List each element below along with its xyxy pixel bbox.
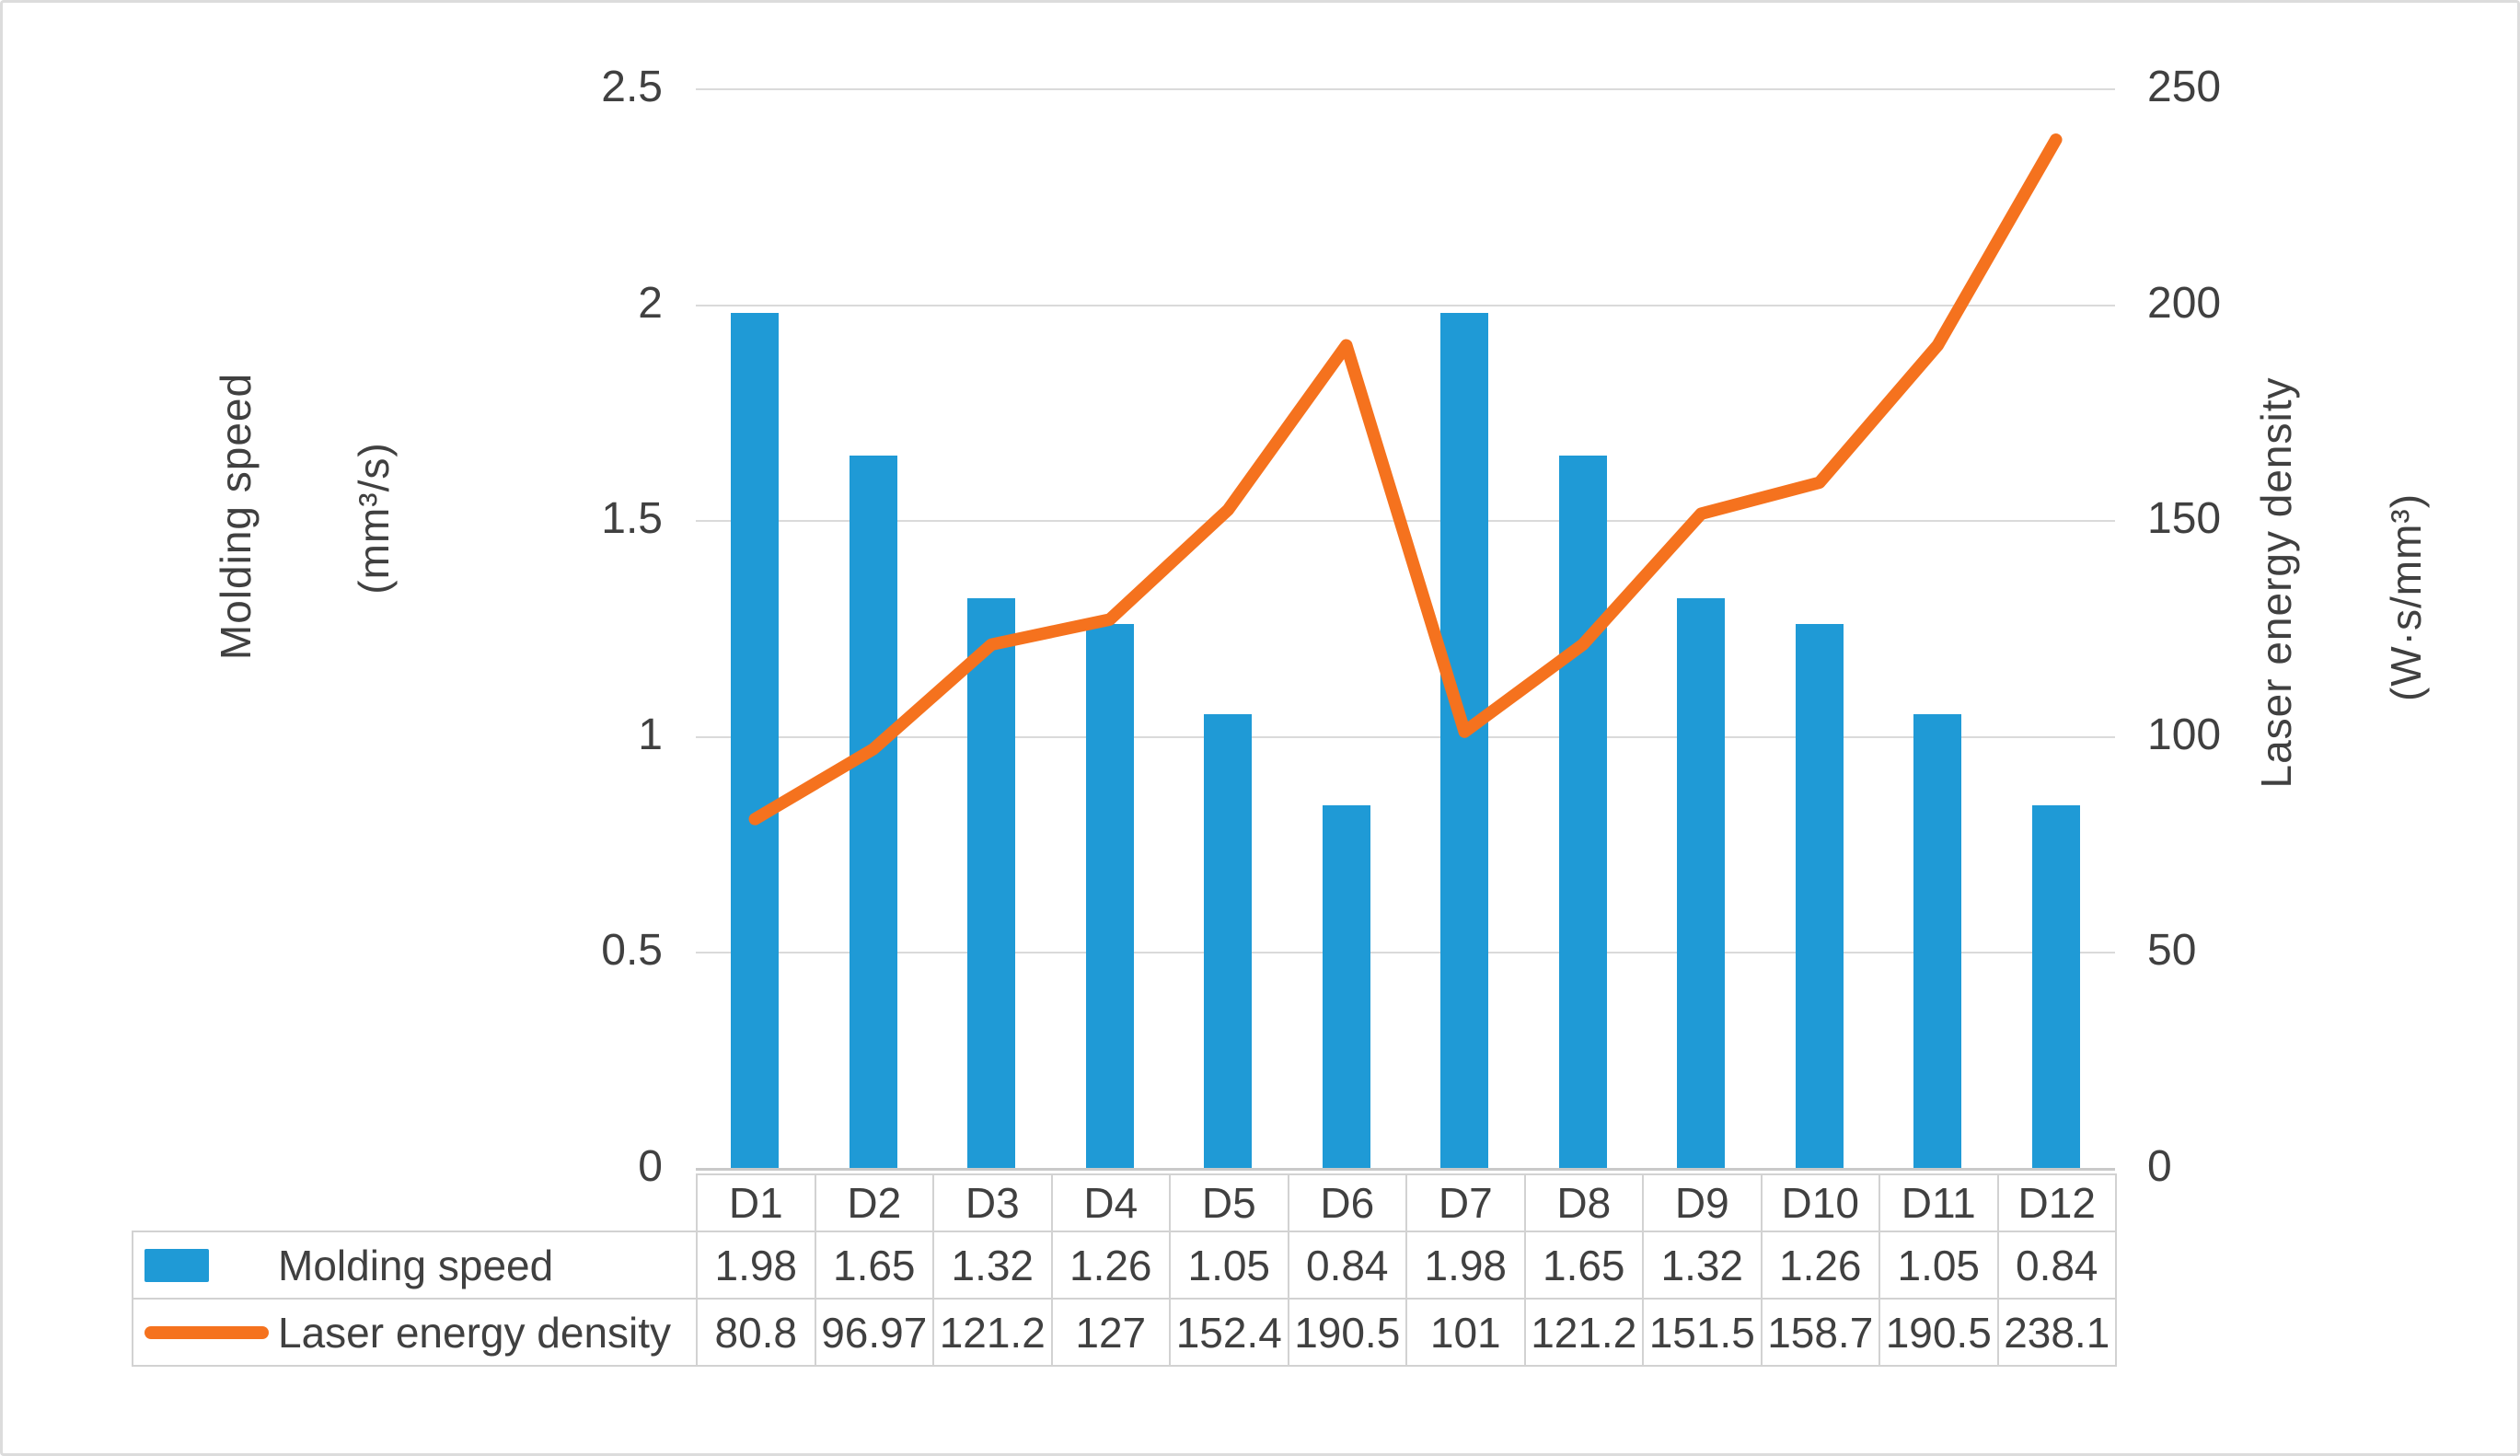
- y-tick-right-200: 200: [2147, 278, 2222, 328]
- bar-D10: [1795, 624, 1844, 1168]
- data-table: D1 D2 D3 D4 D5 D6 D7 D8 D9 D10 D11 D12 Molding speed…: [132, 1173, 2117, 1367]
- value-laser-energy-density-D4: 127: [1050, 1298, 1171, 1367]
- left-axis-unit: (mm³/s): [350, 442, 398, 595]
- value-molding-speed-D4: 1.26: [1050, 1231, 1171, 1300]
- bar-swatch-icon: [144, 1248, 209, 1282]
- legend-label: Molding speed: [278, 1241, 554, 1289]
- y-tick-right-50: 50: [2147, 926, 2197, 976]
- bar-D6: [1322, 805, 1370, 1168]
- y-tick-left-0: 0: [638, 1142, 663, 1192]
- y-tick-left-2.5: 2.5: [601, 63, 663, 112]
- value-laser-energy-density-D12: 238.1: [1996, 1298, 2117, 1367]
- category-header-D9: D9: [1642, 1173, 1763, 1232]
- value-laser-energy-density-D10: 158.7: [1760, 1298, 1880, 1367]
- value-laser-energy-density-D7: 101: [1405, 1298, 1526, 1367]
- category-header-D3: D3: [932, 1173, 1053, 1232]
- bar-D12: [2031, 805, 2080, 1168]
- bar-D4: [1085, 624, 1134, 1168]
- y-tick-left-2: 2: [638, 278, 663, 328]
- value-molding-speed-D11: 1.05: [1878, 1231, 1999, 1300]
- value-molding-speed-D2: 1.65: [814, 1231, 934, 1300]
- value-molding-speed-D7: 1.98: [1405, 1231, 1526, 1300]
- bar-D8: [1558, 456, 1607, 1168]
- value-laser-energy-density-D11: 190.5: [1878, 1298, 1999, 1367]
- y-tick-right-250: 250: [2147, 63, 2222, 112]
- right-axis-unit: (W·s/mm³): [2382, 492, 2430, 702]
- legend-cell-laser-energy-density: Laser energy density: [132, 1298, 698, 1367]
- gridline: [696, 952, 2115, 954]
- category-header-D5: D5: [1169, 1173, 1289, 1232]
- value-molding-speed-D10: 1.26: [1760, 1231, 1880, 1300]
- y-tick-left-0.5: 0.5: [601, 926, 663, 976]
- plot-area: [696, 88, 2115, 1171]
- category-header-D6: D6: [1287, 1173, 1407, 1232]
- left-axis-title: Molding speed: [212, 372, 260, 661]
- bar-D2: [849, 456, 897, 1168]
- value-molding-speed-D9: 1.32: [1642, 1231, 1763, 1300]
- legend-label: Laser energy density: [278, 1308, 672, 1357]
- laser-energy-density-line-layer: [748, 133, 2063, 826]
- bar-D5: [1204, 714, 1253, 1168]
- value-molding-speed-D1: 1.98: [696, 1231, 816, 1300]
- bar-D9: [1677, 598, 1726, 1168]
- bar-D3: [967, 598, 1016, 1168]
- value-laser-energy-density-D9: 151.5: [1642, 1298, 1763, 1367]
- category-header-D11: D11: [1878, 1173, 1999, 1232]
- category-header-D7: D7: [1405, 1173, 1526, 1232]
- table-corner-blank: [133, 1174, 697, 1231]
- line-swatch-icon: [144, 1325, 269, 1339]
- value-molding-speed-D3: 1.32: [932, 1231, 1053, 1300]
- y-tick-right-0: 0: [2147, 1142, 2172, 1192]
- laser-energy-density-line: [748, 133, 2063, 826]
- value-molding-speed-D8: 1.65: [1523, 1231, 1644, 1300]
- y-tick-left-1.5: 1.5: [601, 494, 663, 544]
- value-laser-energy-density-D3: 121.2: [932, 1298, 1053, 1367]
- value-molding-speed-D5: 1.05: [1169, 1231, 1289, 1300]
- bar-D7: [1440, 313, 1489, 1168]
- y-tick-right-150: 150: [2147, 494, 2222, 544]
- value-laser-energy-density-D5: 152.4: [1169, 1298, 1289, 1367]
- right-axis-title: Laser energy density: [2252, 376, 2300, 789]
- legend-cell-molding-speed: Molding speed: [132, 1231, 698, 1300]
- category-header-D2: D2: [814, 1173, 934, 1232]
- category-header-D12: D12: [1996, 1173, 2117, 1232]
- value-laser-energy-density-D2: 96.97: [814, 1298, 934, 1367]
- bar-D11: [1913, 714, 1962, 1168]
- bar-D1: [731, 313, 780, 1168]
- y-tick-right-100: 100: [2147, 710, 2222, 759]
- category-header-D10: D10: [1760, 1173, 1880, 1232]
- category-header-D8: D8: [1523, 1173, 1644, 1232]
- value-molding-speed-D6: 0.84: [1287, 1231, 1407, 1300]
- value-laser-energy-density-D8: 121.2: [1523, 1298, 1644, 1367]
- category-header-D4: D4: [1050, 1173, 1171, 1232]
- category-header-D1: D1: [696, 1173, 816, 1232]
- value-laser-energy-density-D6: 190.5: [1287, 1298, 1407, 1367]
- gridline: [696, 735, 2115, 738]
- gridline: [696, 88, 2115, 90]
- value-laser-energy-density-D1: 80.8: [696, 1298, 816, 1367]
- value-molding-speed-D12: 0.84: [1996, 1231, 2117, 1300]
- y-tick-left-1: 1: [638, 710, 663, 759]
- gridline: [696, 304, 2115, 306]
